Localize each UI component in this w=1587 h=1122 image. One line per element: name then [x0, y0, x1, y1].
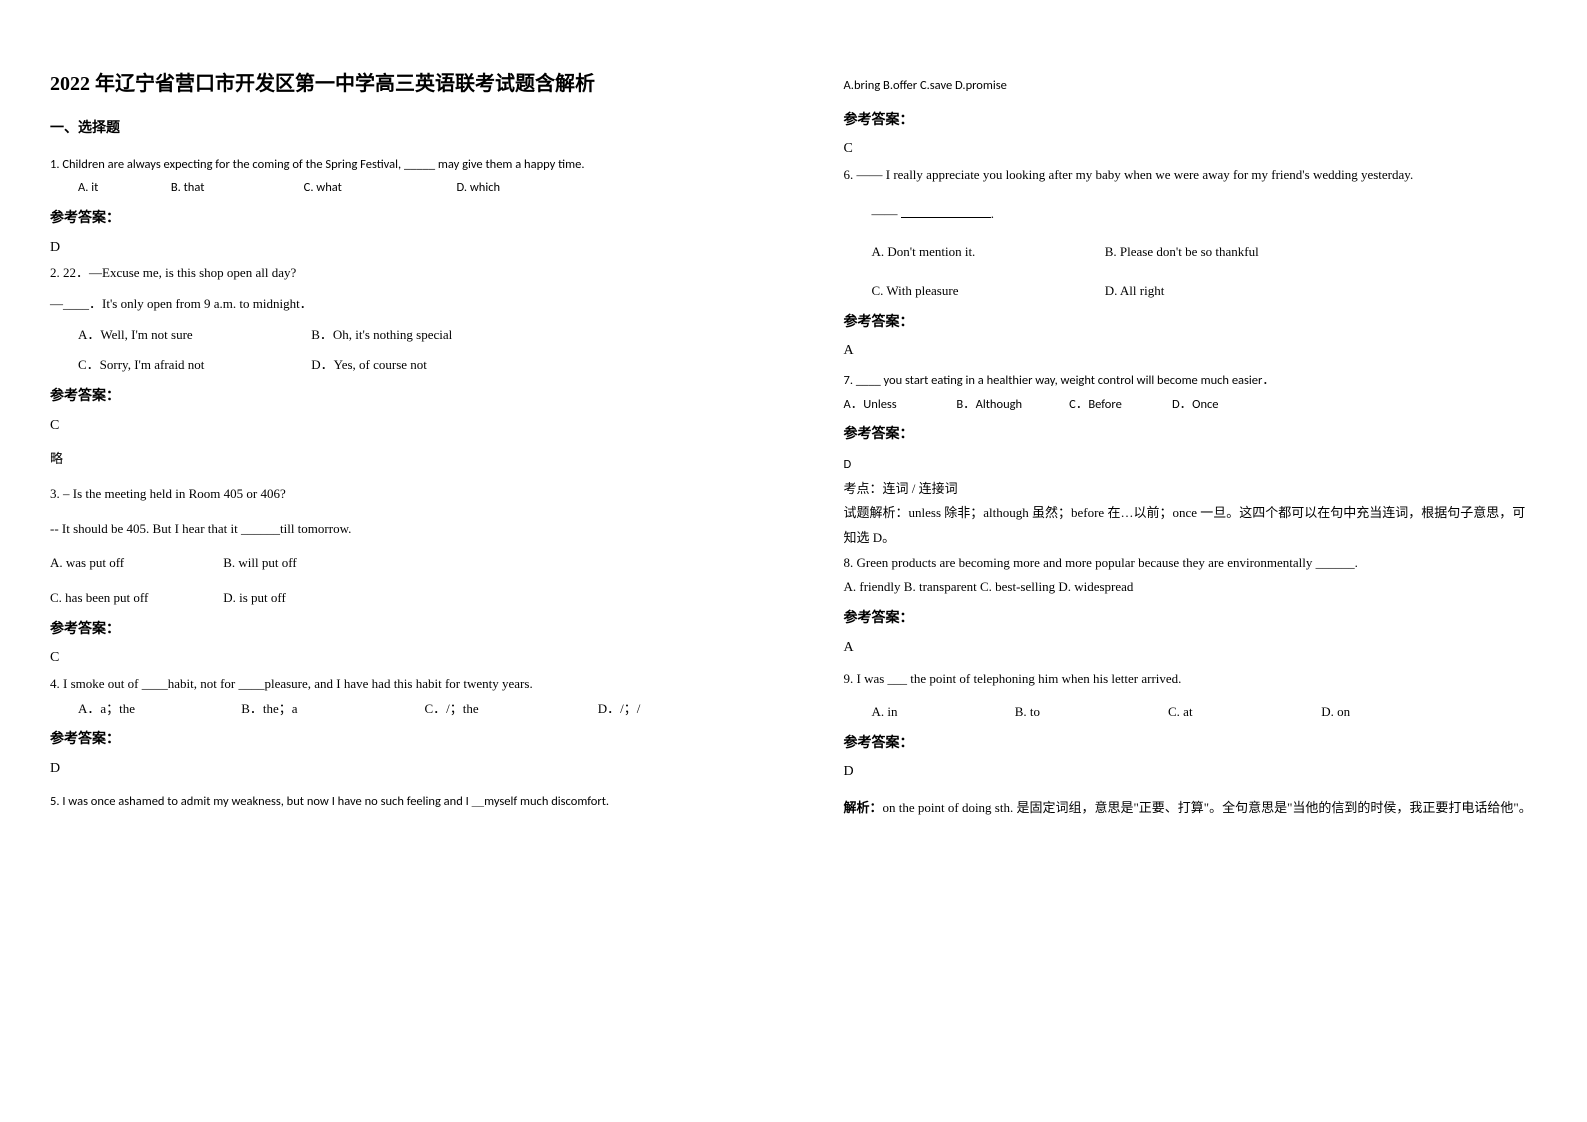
- q4-answer: D: [50, 756, 744, 783]
- q6-opt-b: B. Please don't be so thankful: [1105, 244, 1259, 259]
- q1-opt-b: B. that: [171, 176, 301, 200]
- q9-answer-label: 参考答案：: [844, 731, 1538, 758]
- q3-opt-a: A. was put off: [50, 551, 220, 576]
- q4-opt-c: C．/；the: [425, 697, 595, 722]
- q8-answer-label: 参考答案：: [844, 606, 1538, 633]
- q6-opt-c: C. With pleasure: [872, 279, 1102, 304]
- q1-opt-d: D. which: [456, 176, 500, 200]
- q9-jiexi-label: 解析：: [844, 800, 883, 815]
- q4-opt-b: B．the；a: [241, 697, 421, 722]
- q3-answer-label: 参考答案：: [50, 617, 744, 644]
- q7-kaodian: 考点：连词 / 连接词: [844, 477, 1538, 502]
- q3-opt-c: C. has been put off: [50, 586, 220, 611]
- q1-stem: 1. Children are always expecting for the…: [50, 153, 744, 177]
- q7-options: A．Unless B．Although C．Before D．Once: [844, 393, 1538, 417]
- q4-opt-d: D．/；/: [598, 701, 641, 716]
- q7-opt-a: A．Unless: [844, 393, 954, 417]
- q9-opt-a: A. in: [872, 700, 1012, 725]
- q3-options-row1: A. was put off B. will put off: [50, 551, 744, 576]
- q2-options-row1: A．Well, I'm not sure B．Oh, it's nothing …: [50, 323, 744, 348]
- q5-stem: 5. I was once ashamed to admit my weakne…: [50, 790, 744, 814]
- q4-options: A．a；the B．the；a C．/；the D．/；/: [50, 697, 744, 722]
- q9-opt-b: B. to: [1015, 700, 1165, 725]
- q2-answer-label: 参考答案：: [50, 384, 744, 411]
- q3-stem-2: -- It should be 405. But I hear that it …: [50, 517, 744, 542]
- q9-options: A. in B. to C. at D. on: [844, 700, 1538, 725]
- q3-opt-b: B. will put off: [223, 555, 296, 570]
- q9-answer: D: [844, 759, 1538, 786]
- q7-opt-d: D．Once: [1172, 393, 1219, 417]
- q6-answer: A: [844, 338, 1538, 365]
- q1-options: A. it B. that C. what D. which: [50, 176, 744, 200]
- q7-jiexi: 试题解析：unless 除非；although 虽然；before 在…以前；o…: [844, 501, 1538, 550]
- q6-options-row2: C. With pleasure D. All right: [844, 279, 1538, 304]
- q7-stem: 7. ____ you start eating in a healthier …: [844, 369, 1538, 393]
- q2-lue: 略: [50, 447, 744, 472]
- q2-opt-d: D．Yes, of course not: [311, 357, 427, 372]
- q9-opt-d: D. on: [1321, 704, 1350, 719]
- q4-stem: 4. I smoke out of ____habit, not for ___…: [50, 672, 744, 697]
- q2-stem-1: 2. 22．—Excuse me, is this shop open all …: [50, 261, 744, 286]
- q2-stem-2: —____．It's only open from 9 a.m. to midn…: [50, 292, 744, 317]
- q6-opt-d: D. All right: [1105, 283, 1165, 298]
- q7-answer: D: [844, 453, 1538, 477]
- q1-answer: D: [50, 235, 744, 262]
- q8-stem: 8. Green products are becoming more and …: [844, 551, 1538, 576]
- q2-opt-c: C．Sorry, I'm afraid not: [78, 353, 308, 378]
- q6-answer-label: 参考答案：: [844, 310, 1538, 337]
- q6-opt-a: A. Don't mention it.: [872, 240, 1102, 265]
- q5-answer: C: [844, 136, 1538, 163]
- q5-answer-label: 参考答案：: [844, 108, 1538, 135]
- q1-opt-c: C. what: [304, 176, 454, 200]
- q1-opt-a: A. it: [78, 176, 168, 200]
- q8-answer: A: [844, 635, 1538, 662]
- q8-options: A. friendly B. transparent C. best-selli…: [844, 575, 1538, 600]
- q3-answer: C: [50, 645, 744, 672]
- exam-title: 2022 年辽宁省营口市开发区第一中学高三英语联考试题含解析: [50, 70, 744, 98]
- q9-opt-c: C. at: [1168, 700, 1318, 725]
- q5-options: A.bring B.offer C.save D.promise: [844, 74, 1538, 98]
- q6-stem: 6. —— I really appreciate you looking af…: [844, 163, 1538, 188]
- q1-answer-label: 参考答案：: [50, 206, 744, 233]
- section-heading: 一、选择题: [50, 116, 744, 143]
- q3-stem-1: 3. – Is the meeting held in Room 405 or …: [50, 482, 744, 507]
- q2-options-row2: C．Sorry, I'm afraid not D．Yes, of course…: [50, 353, 744, 378]
- left-column: 2022 年辽宁省营口市开发区第一中学高三英语联考试题含解析 一、选择题 1. …: [0, 0, 794, 1122]
- q2-opt-a: A．Well, I'm not sure: [78, 323, 308, 348]
- q3-opt-d: D. is put off: [223, 590, 286, 605]
- right-column: A.bring B.offer C.save D.promise 参考答案： C…: [794, 0, 1587, 1122]
- q2-answer: C: [50, 413, 744, 440]
- q7-opt-c: C．Before: [1069, 393, 1169, 417]
- q7-answer-label: 参考答案：: [844, 422, 1538, 449]
- q7-opt-b: B．Although: [956, 393, 1066, 417]
- q6-stem-2: —— .: [844, 202, 1538, 227]
- q9-jiexi: 解析：on the point of doing sth. 是固定词组，意思是"…: [844, 796, 1538, 821]
- q2-opt-b: B．Oh, it's nothing special: [311, 327, 452, 342]
- q9-stem: 9. I was ___ the point of telephoning hi…: [844, 667, 1538, 692]
- q4-opt-a: A．a；the: [78, 697, 238, 722]
- q4-answer-label: 参考答案：: [50, 727, 744, 754]
- q3-options-row2: C. has been put off D. is put off: [50, 586, 744, 611]
- q6-options-row1: A. Don't mention it. B. Please don't be …: [844, 240, 1538, 265]
